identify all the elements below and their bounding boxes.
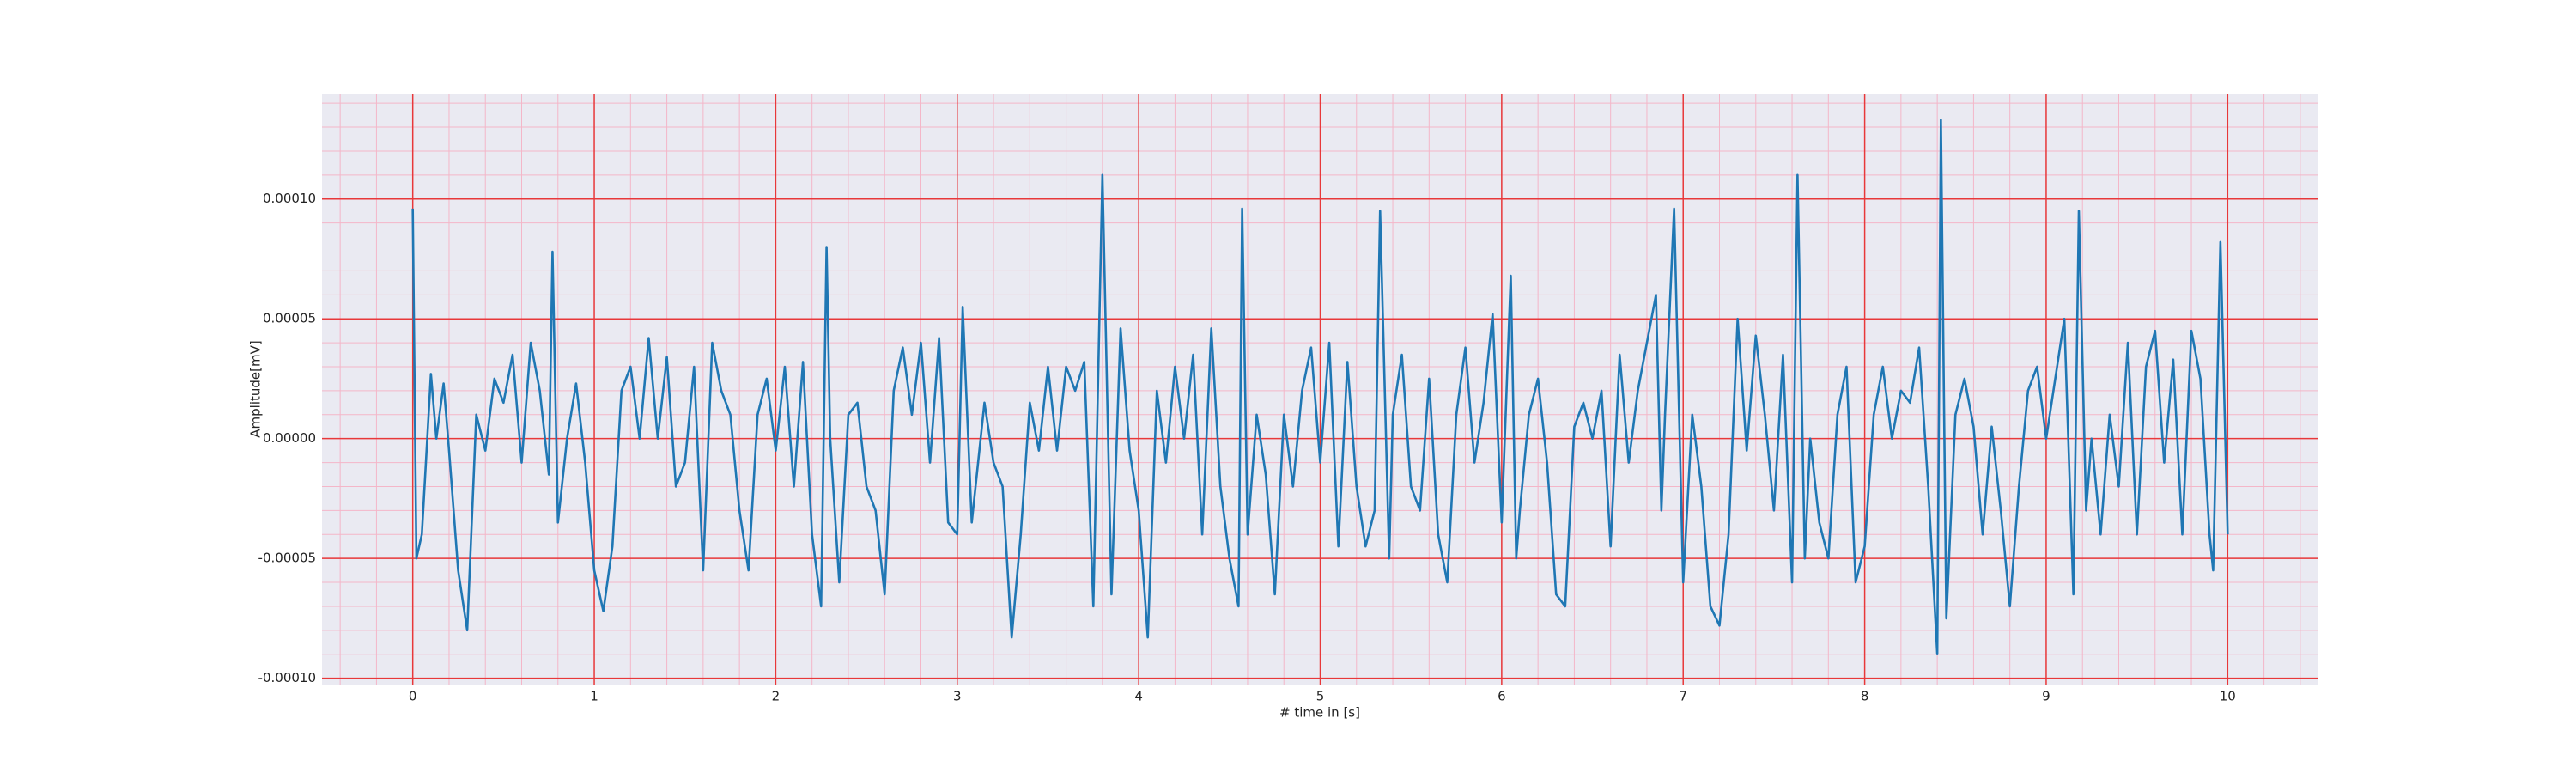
x-tick-label: 0 [409, 689, 417, 704]
y-tick-label: 0.00000 [263, 430, 316, 446]
x-tick-label: 4 [1134, 689, 1143, 704]
x-tick-label: 2 [772, 689, 781, 704]
x-tick-label: 9 [2042, 689, 2050, 704]
y-tick-label: 0.00010 [263, 191, 316, 206]
y-tick-label: -0.00005 [258, 551, 316, 566]
x-tick-label: 8 [1861, 689, 1869, 704]
x-tick-label: 1 [590, 689, 598, 704]
x-tick-label: 5 [1316, 689, 1325, 704]
signal-line [411, 119, 2229, 656]
x-axis-label: # time in [s] [1279, 705, 1360, 721]
y-axis-label: Amplitude[mV] [248, 340, 264, 437]
x-tick-label: 10 [2220, 689, 2236, 704]
x-tick-label: 3 [953, 689, 962, 704]
x-tick-label: 7 [1679, 689, 1687, 704]
x-tick-label: 6 [1498, 689, 1506, 704]
y-tick-label: -0.00010 [258, 670, 316, 685]
y-tick-label: 0.00005 [263, 311, 316, 326]
